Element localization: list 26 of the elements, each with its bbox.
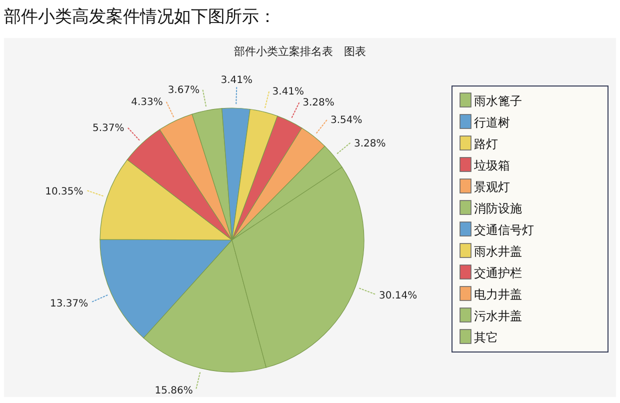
- data-label: 30.14%: [379, 290, 418, 302]
- legend-label: 垃圾箱: [473, 158, 510, 172]
- data-label: 3.41%: [220, 75, 253, 86]
- legend-label: 消防设施: [474, 202, 522, 216]
- data-label: 10.35%: [45, 186, 84, 198]
- data-label: 3.41%: [272, 86, 304, 98]
- data-label: 5.37%: [92, 123, 124, 134]
- data-label: 4.33%: [131, 96, 163, 108]
- data-label: 3.28%: [302, 98, 334, 109]
- data-label: 3.54%: [330, 115, 362, 126]
- data-label: 3.28%: [354, 138, 386, 150]
- data-label: 15.86%: [154, 386, 193, 397]
- text: 部件小类高发案件情况如下图所示：: [4, 7, 276, 27]
- legend-label: 路灯: [474, 137, 498, 151]
- legend-label: 雨水井盖: [474, 244, 522, 258]
- legend-label: 景观灯: [474, 180, 510, 194]
- legend-label: 行道树: [474, 116, 510, 130]
- legend-label: 其它: [474, 330, 498, 344]
- legend-label: 雨水篦子: [474, 94, 522, 108]
- chart-title: 部件小类立案排名表 图表: [234, 45, 366, 58]
- legend-label: 交通信号灯: [474, 223, 534, 237]
- legend-label: 污水井盖: [474, 309, 522, 323]
- data-label: 3.67%: [168, 84, 200, 96]
- legend-label: 交通护栏: [474, 266, 522, 280]
- data-label: 13.37%: [50, 298, 88, 310]
- legend-label: 电力井盖: [474, 288, 522, 302]
